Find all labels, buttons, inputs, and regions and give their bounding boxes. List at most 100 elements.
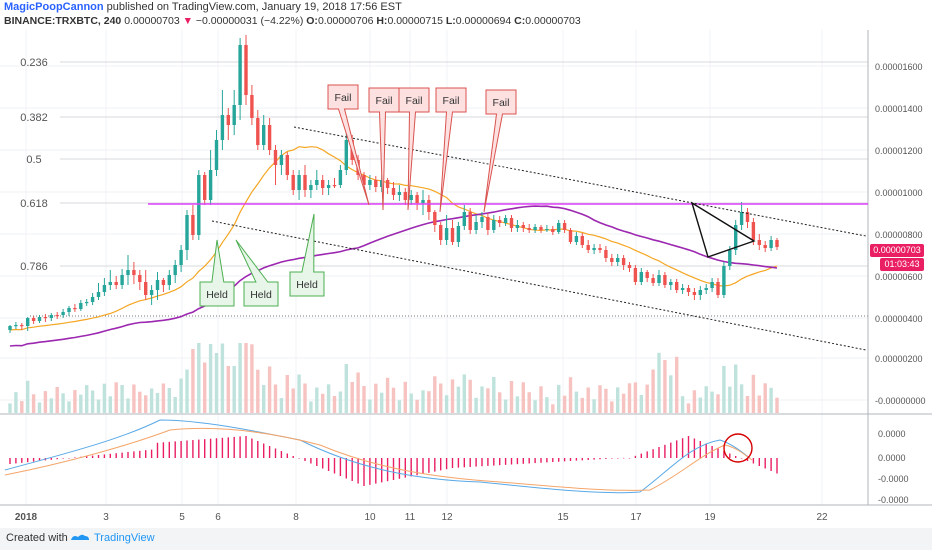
candle-body [669,282,673,285]
volume-bar [586,387,590,413]
volume-bar [651,369,655,413]
tradingview-logo-icon [71,534,89,540]
candle-body [415,195,419,203]
macd-hist-bar [386,458,389,482]
fib-label: 0.618 [20,198,48,210]
macd-hist-bar [670,442,672,458]
macd-line [4,419,751,494]
candle-body [173,265,177,275]
volume-bar [185,369,189,413]
macd-hist-bar [139,450,141,458]
macd-hist-bar [628,458,631,459]
candle-body [533,227,537,230]
candle-body [675,282,679,290]
macd-tick-label: 0.0000 [878,429,906,439]
candle-body [332,185,337,187]
candle-body [757,240,761,245]
x-tick-label: 5 [179,512,185,523]
candle-body [161,280,166,285]
volume-bar [155,393,160,413]
candle-body [633,268,638,282]
macd-hist-bar [298,458,300,459]
volume-bar [657,352,661,413]
macd-hist-bar [109,453,111,458]
highlight-circle [723,433,753,463]
macd-hist-bar [21,458,23,463]
drawings: Fail Fail Fail Fail Fail Held Held Held [148,84,868,351]
candle-body [338,170,343,185]
volume-bar [43,391,48,413]
candle-body [509,218,514,228]
y-tick-label: 0.00000200 [875,354,923,364]
volume-bar [73,390,77,413]
candle-body [326,185,331,188]
candle-body [108,282,112,285]
symbol-label[interactable]: BINANCE:TRXBTC, 240 [4,15,122,27]
volume-bar [96,399,101,413]
macd-hist-bar [27,458,29,463]
candle-body [368,180,372,185]
macd-hist-bar [150,449,153,458]
macd-hist-bar [599,458,601,460]
macd-hist-bar [540,458,542,463]
macd-hist-bar [617,458,619,459]
macd-hist-bar [369,458,371,485]
macd-hist-bar [257,441,259,458]
volume-bar [380,392,384,413]
macd-hist-bar [162,442,165,458]
volume-bar [675,356,679,413]
ma-purple-line [9,205,778,347]
candle-body [267,125,272,150]
macd-hist-bar [168,441,170,458]
tradingview-brand-link[interactable]: TradingView [94,532,155,544]
volume-bar [132,384,136,413]
macd-hist-bar [186,440,188,458]
candle-body [686,288,691,292]
candle-body [37,317,42,321]
candle-body [397,192,402,195]
candle-body [256,118,260,145]
candle-body [220,115,225,140]
grid: 0.236 0.382 0.5 0.618 0.786 [0,30,932,506]
macd-hist-bar [304,458,306,461]
volume-bar [521,382,525,413]
candle-body [716,282,720,295]
macd-hist-bar [487,458,489,466]
macd-hist-bar [133,451,135,458]
candle-body [551,229,555,232]
macd-hist-bar [611,458,613,459]
macd-hist-bar [121,452,123,458]
macd-hist-bar [416,458,418,476]
macd-hist-bar [180,440,182,458]
candle-body [492,220,496,230]
volume-bar [220,343,225,413]
volume-bar [757,395,761,413]
volume-bar [421,390,425,413]
volume-bar [486,388,490,413]
macd-hist-bar [481,458,483,467]
author-link[interactable]: MagicPoopCannon [4,1,104,13]
candle-body [527,228,531,230]
volume-bar [574,391,579,413]
candle-body [144,282,148,295]
macd-hist-bar [192,440,194,458]
volume-bar [90,390,95,413]
volume-bar [669,375,673,413]
macd-hist-bar [699,441,701,458]
volume-bar [244,343,248,413]
fib-label: 0.236 [20,57,48,69]
candle-body [545,229,549,231]
volume-bar [710,391,714,413]
macd-hist-bar [280,451,283,458]
candle-body [279,155,284,165]
macd-hist-bar [9,458,11,464]
candle-body [663,275,667,285]
candle-body [262,125,266,145]
candle-body [291,175,295,190]
volume-bar [173,397,177,413]
volume-bar [639,395,643,413]
volume-bar [114,382,118,413]
volume-bar [616,387,620,413]
macd-hist-bar [493,458,495,466]
